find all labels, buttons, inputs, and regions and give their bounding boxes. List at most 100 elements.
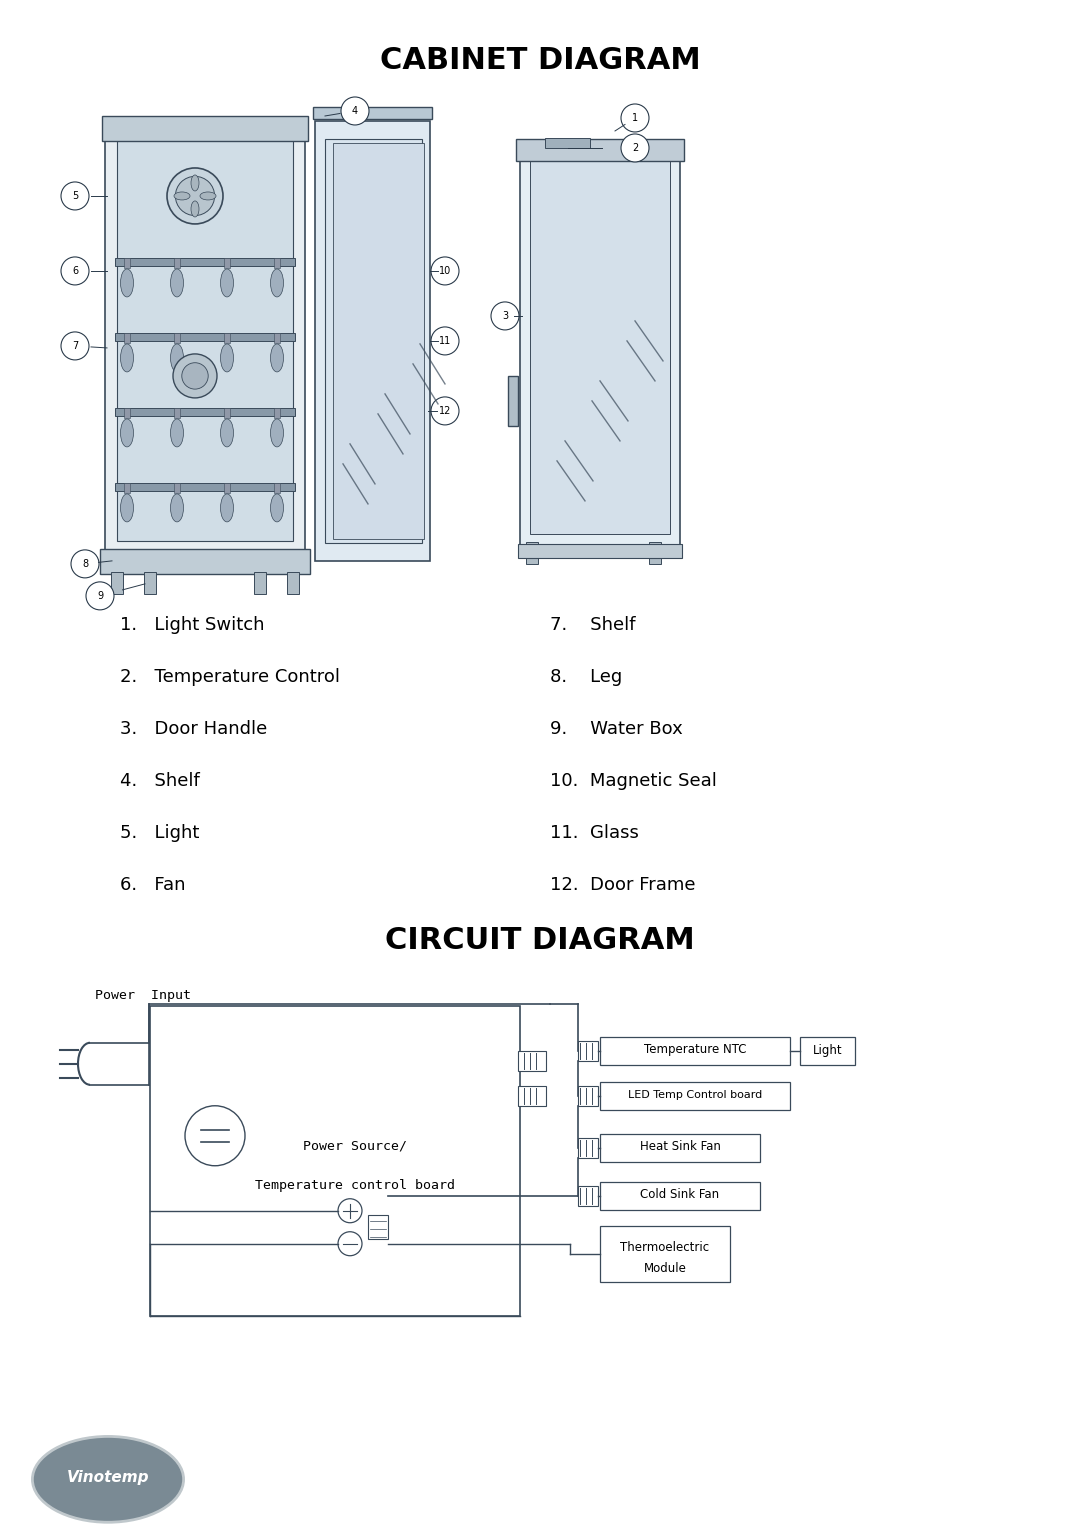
Bar bbox=[508, 376, 518, 426]
Bar bbox=[100, 549, 310, 573]
Bar bbox=[600, 1182, 760, 1210]
Bar bbox=[174, 258, 180, 268]
Bar bbox=[600, 1036, 789, 1065]
Text: 9.    Water Box: 9. Water Box bbox=[550, 721, 683, 737]
Circle shape bbox=[338, 1231, 362, 1256]
Bar bbox=[124, 483, 130, 494]
Bar bbox=[224, 258, 230, 268]
Text: W W W . V I N O T E M P . C O M: W W W . V I N O T E M P . C O M bbox=[450, 1469, 846, 1490]
Bar bbox=[519, 146, 680, 546]
Circle shape bbox=[621, 133, 649, 162]
Bar bbox=[600, 1134, 760, 1162]
Circle shape bbox=[491, 302, 519, 330]
Circle shape bbox=[60, 333, 89, 360]
Bar bbox=[333, 143, 424, 540]
Text: LED Temp Control board: LED Temp Control board bbox=[627, 1090, 762, 1099]
Text: 7.    Shelf: 7. Shelf bbox=[550, 616, 635, 633]
Bar bbox=[274, 258, 280, 268]
Bar bbox=[114, 408, 295, 415]
Bar bbox=[150, 1006, 519, 1315]
Bar bbox=[105, 126, 305, 556]
Text: 4: 4 bbox=[352, 106, 359, 117]
Text: 1.   Light Switch: 1. Light Switch bbox=[120, 616, 265, 633]
Text: 2.   Temperature Control: 2. Temperature Control bbox=[120, 668, 340, 685]
Text: Temperature control board: Temperature control board bbox=[255, 1179, 455, 1193]
Bar bbox=[224, 408, 230, 419]
Text: 5: 5 bbox=[72, 192, 78, 201]
Ellipse shape bbox=[174, 192, 190, 199]
Circle shape bbox=[431, 327, 459, 356]
Circle shape bbox=[181, 363, 208, 389]
Bar bbox=[287, 572, 299, 593]
Bar bbox=[114, 483, 295, 491]
Bar bbox=[274, 483, 280, 494]
Text: 6: 6 bbox=[15, 1470, 28, 1489]
Text: 7: 7 bbox=[72, 340, 78, 351]
Circle shape bbox=[86, 583, 114, 610]
Bar bbox=[274, 333, 280, 343]
Bar bbox=[578, 1041, 598, 1061]
Text: 8.    Leg: 8. Leg bbox=[550, 668, 622, 685]
Text: Vinotemp: Vinotemp bbox=[67, 1470, 149, 1484]
Bar bbox=[102, 117, 308, 141]
Ellipse shape bbox=[121, 268, 134, 297]
Circle shape bbox=[431, 258, 459, 285]
Bar bbox=[578, 1137, 598, 1157]
Bar bbox=[313, 107, 432, 120]
Bar bbox=[174, 408, 180, 419]
Ellipse shape bbox=[220, 268, 233, 297]
Bar bbox=[368, 1216, 388, 1239]
Bar bbox=[518, 1050, 546, 1070]
Bar bbox=[254, 572, 266, 593]
Text: 12: 12 bbox=[438, 406, 451, 415]
Ellipse shape bbox=[270, 268, 283, 297]
Bar bbox=[117, 136, 293, 541]
Bar bbox=[124, 258, 130, 268]
Text: Cold Sink Fan: Cold Sink Fan bbox=[640, 1188, 719, 1202]
Circle shape bbox=[185, 1105, 245, 1165]
Bar bbox=[325, 140, 422, 543]
Ellipse shape bbox=[200, 192, 216, 199]
Bar bbox=[600, 1082, 789, 1110]
Text: Thermoelectric: Thermoelectric bbox=[620, 1242, 710, 1254]
Text: 2: 2 bbox=[632, 143, 638, 153]
Text: 1: 1 bbox=[632, 113, 638, 123]
Text: Module: Module bbox=[644, 1262, 687, 1275]
Circle shape bbox=[173, 354, 217, 399]
Bar bbox=[518, 544, 681, 558]
Ellipse shape bbox=[171, 268, 184, 297]
Text: 9: 9 bbox=[97, 590, 103, 601]
Circle shape bbox=[71, 550, 99, 578]
Text: 12.  Door Frame: 12. Door Frame bbox=[550, 875, 696, 894]
Ellipse shape bbox=[220, 494, 233, 521]
Bar bbox=[111, 572, 123, 593]
Ellipse shape bbox=[171, 419, 184, 448]
Text: 3: 3 bbox=[502, 311, 508, 320]
Bar bbox=[578, 1185, 598, 1206]
Circle shape bbox=[167, 169, 222, 224]
Text: Power Source/: Power Source/ bbox=[303, 1139, 407, 1153]
Text: 11.  Glass: 11. Glass bbox=[550, 823, 639, 842]
Text: Temperature NTC: Temperature NTC bbox=[644, 1044, 746, 1056]
Ellipse shape bbox=[191, 175, 199, 192]
Bar bbox=[144, 572, 156, 593]
Circle shape bbox=[60, 182, 89, 210]
Text: 8: 8 bbox=[82, 560, 89, 569]
Bar bbox=[315, 121, 430, 561]
Bar bbox=[530, 158, 670, 533]
Text: 6: 6 bbox=[72, 265, 78, 276]
Bar bbox=[224, 483, 230, 494]
Circle shape bbox=[621, 104, 649, 132]
Bar bbox=[174, 483, 180, 494]
Text: Heat Sink Fan: Heat Sink Fan bbox=[639, 1141, 720, 1153]
Circle shape bbox=[175, 176, 215, 216]
Ellipse shape bbox=[270, 343, 283, 373]
Text: 6.   Fan: 6. Fan bbox=[120, 875, 186, 894]
Text: 10: 10 bbox=[438, 265, 451, 276]
Circle shape bbox=[60, 258, 89, 285]
Bar bbox=[800, 1036, 855, 1065]
Bar bbox=[114, 333, 295, 340]
Text: 4.   Shelf: 4. Shelf bbox=[120, 771, 200, 789]
Bar bbox=[600, 1226, 730, 1282]
Bar bbox=[545, 138, 590, 149]
